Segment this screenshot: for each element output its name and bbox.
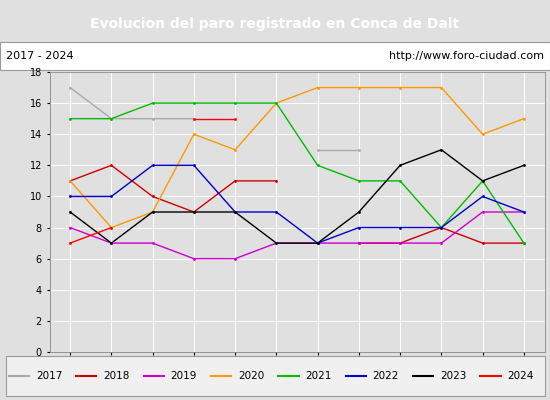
Text: 2022: 2022 <box>373 371 399 381</box>
FancyBboxPatch shape <box>6 356 544 396</box>
Text: 2023: 2023 <box>440 371 466 381</box>
Text: Evolucion del paro registrado en Conca de Dalt: Evolucion del paro registrado en Conca d… <box>90 17 460 31</box>
FancyBboxPatch shape <box>0 42 550 70</box>
Text: 2017: 2017 <box>36 371 62 381</box>
Text: 2017 - 2024: 2017 - 2024 <box>6 51 73 61</box>
Text: 2021: 2021 <box>305 371 332 381</box>
Text: 2020: 2020 <box>238 371 264 381</box>
Text: 2024: 2024 <box>508 371 534 381</box>
Text: http://www.foro-ciudad.com: http://www.foro-ciudad.com <box>389 51 544 61</box>
Text: 2018: 2018 <box>103 371 130 381</box>
Text: 2019: 2019 <box>170 371 197 381</box>
